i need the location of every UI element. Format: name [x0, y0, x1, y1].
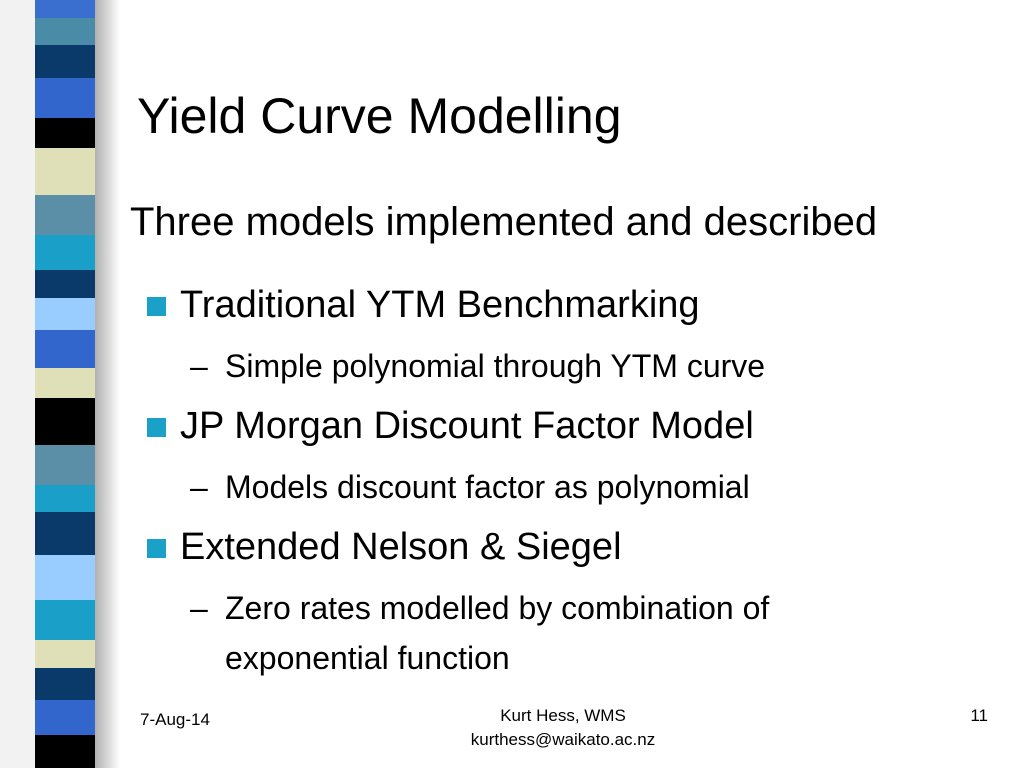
bullet-text: Extended Nelson & Siegel	[180, 526, 622, 568]
bullet-text: JP Morgan Discount Factor Model	[180, 405, 754, 447]
sub-bullet-text: Models discount factor as polynomial	[225, 469, 750, 505]
bullet-marker	[147, 539, 166, 558]
sub-bullet-marker: –	[190, 348, 208, 384]
bullet-text: Traditional YTM Benchmarking	[180, 284, 700, 326]
slide-title: Yield Curve Modelling	[137, 88, 622, 144]
sub-bullet-marker: –	[190, 590, 208, 626]
sub-bullet-marker: –	[190, 469, 208, 505]
footer-date: 7-Aug-14	[140, 710, 210, 729]
slide-subtitle: Three models implemented and described	[130, 200, 878, 244]
footer-author: Kurt Hess, WMS kurthess@waikato.ac.nz	[413, 704, 713, 752]
author-line: kurthess@waikato.ac.nz	[470, 730, 656, 749]
author-line: Kurt Hess, WMS	[500, 706, 626, 725]
bullet-marker	[147, 297, 166, 316]
side-stripe	[0, 0, 120, 768]
sub-bullet-text: Zero rates modelled by combination of ex…	[225, 590, 770, 676]
bullet-marker	[147, 418, 166, 437]
page-number: 11	[970, 706, 988, 725]
sub-bullet-text: Simple polynomial through YTM curve	[225, 348, 766, 384]
